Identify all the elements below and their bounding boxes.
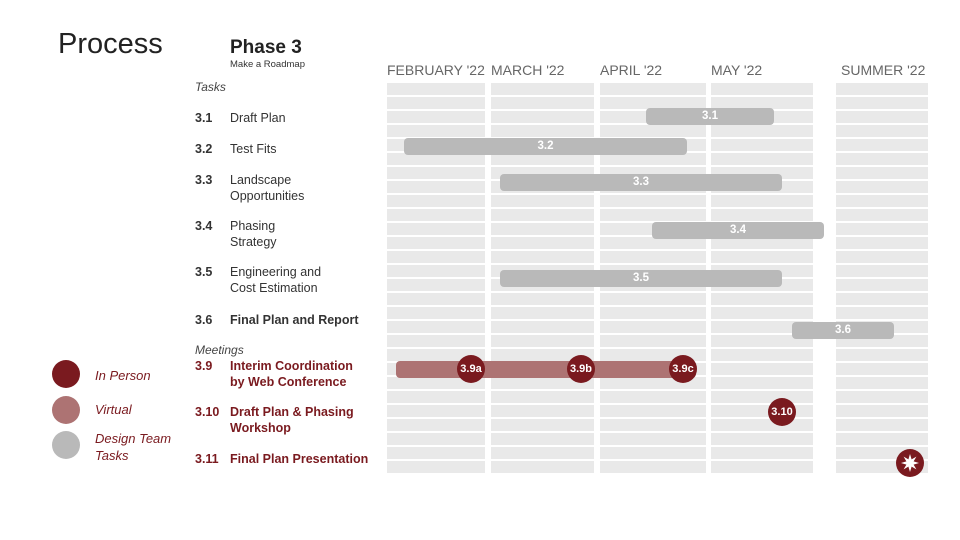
task-bar-3-4: 3.4 xyxy=(652,222,824,239)
task-number: 3.2 xyxy=(195,142,213,156)
phase-subtitle: Make a Roadmap xyxy=(230,59,305,70)
task-name: Engineering and Cost Estimation xyxy=(230,264,321,296)
meeting-marker-3-11 xyxy=(896,449,924,477)
legend-label-line: Tasks xyxy=(95,448,129,463)
task-name: Test Fits xyxy=(230,142,277,156)
task-bar-3-1: 3.1 xyxy=(646,108,774,125)
month-header-march: MARCH '22 xyxy=(491,62,565,78)
meeting-name-line: Workshop xyxy=(230,421,291,435)
meeting-number: 3.10 xyxy=(195,405,220,419)
starburst-icon xyxy=(901,454,919,472)
meeting-name-line: Draft Plan & Phasing xyxy=(230,405,354,419)
meeting-name-line: by Web Conference xyxy=(230,375,347,389)
task-number: 3.6 xyxy=(195,313,213,327)
month-header-may: MAY '22 xyxy=(711,62,763,78)
task-number: 3.1 xyxy=(195,111,213,125)
meeting-number: 3.11 xyxy=(195,452,219,466)
month-column-summer xyxy=(836,83,928,474)
task-number: 3.3 xyxy=(195,173,213,187)
meeting-marker-3-9a: 3.9a xyxy=(457,355,485,383)
task-name: Phasing Strategy xyxy=(230,218,277,250)
meeting-marker-3-10: 3.10 xyxy=(768,398,796,426)
task-name-line: Strategy xyxy=(230,235,277,249)
task-number: 3.4 xyxy=(195,219,213,233)
page-title: Process xyxy=(58,28,163,60)
legend-label-design-team-tasks: Design Team Tasks xyxy=(95,430,171,464)
legend-label-line: Design Team xyxy=(95,431,172,446)
month-header-february: FEBRUARY '22 xyxy=(387,62,485,78)
task-name-line: Cost Estimation xyxy=(230,281,318,295)
task-name-line: Opportunities xyxy=(230,189,305,203)
meeting-name: Final Plan Presentation xyxy=(230,452,369,466)
task-bar-3-6: 3.6 xyxy=(792,322,894,339)
task-name: Final Plan and Report xyxy=(230,313,359,327)
task-name: Draft Plan xyxy=(230,111,286,125)
month-header-april: APRIL '22 xyxy=(600,62,663,78)
legend-swatch-virtual xyxy=(52,396,80,424)
meeting-name-line: Interim Coordination xyxy=(230,359,353,373)
legend-label-virtual: Virtual xyxy=(95,402,132,417)
meeting-name: Draft Plan & Phasing Workshop xyxy=(230,404,354,436)
task-name-line: Engineering and xyxy=(230,265,322,279)
task-bar-3-3: 3.3 xyxy=(500,174,782,191)
meeting-bar-3-9 xyxy=(396,361,696,378)
task-bar-3-2: 3.2 xyxy=(404,138,687,155)
meeting-name: Interim Coordination by Web Conference xyxy=(230,358,353,390)
legend-swatch-in-person xyxy=(52,360,80,388)
task-bar-3-5: 3.5 xyxy=(500,270,782,287)
task-name: Landscape Opportunities xyxy=(230,172,304,204)
phase-title: Phase 3 xyxy=(230,37,302,58)
month-header-summer: SUMMER '22 xyxy=(841,62,926,78)
task-name-line: Landscape xyxy=(230,173,292,187)
meeting-number: 3.9 xyxy=(195,359,213,373)
meeting-marker-3-9c: 3.9c xyxy=(669,355,697,383)
task-number: 3.5 xyxy=(195,265,213,279)
meetings-section-label: Meetings xyxy=(195,343,244,357)
meeting-marker-3-9b: 3.9b xyxy=(567,355,595,383)
task-name-line: Phasing xyxy=(230,219,276,233)
tasks-section-label: Tasks xyxy=(195,80,226,94)
legend-label-in-person: In Person xyxy=(95,368,151,383)
legend-swatch-design-team-tasks xyxy=(52,431,80,459)
